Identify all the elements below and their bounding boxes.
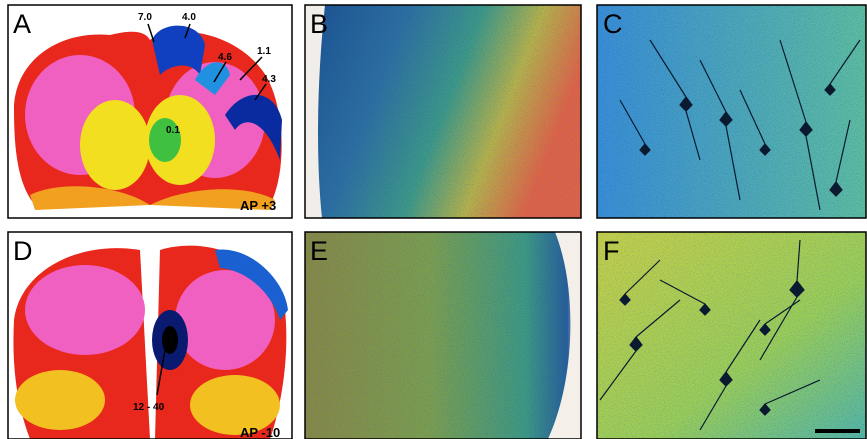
panel-frame xyxy=(304,231,582,439)
annotation: 7.0 xyxy=(138,12,152,23)
panel-frame xyxy=(596,231,867,439)
panel-letter: C xyxy=(603,9,623,39)
panel-b-image xyxy=(305,5,581,218)
panel-frame xyxy=(7,4,293,219)
annotation: 4.6 xyxy=(218,52,232,63)
annotation: 1.1 xyxy=(257,46,271,57)
panel-c-image xyxy=(597,5,866,218)
tissue-edge xyxy=(548,232,581,439)
panel-caption: AP -10 xyxy=(240,425,280,439)
annotation: 0.1 xyxy=(166,125,180,136)
panel-frame xyxy=(596,4,867,219)
panel-letter: F xyxy=(603,236,620,266)
annotation: 4.3 xyxy=(262,74,276,85)
panel-d-image xyxy=(8,232,292,439)
tissue-edge xyxy=(305,5,325,218)
panel-f-image xyxy=(597,232,866,439)
panel-e-image xyxy=(305,232,581,439)
leader-line xyxy=(254,83,267,101)
panel-letter: E xyxy=(310,236,328,266)
panel-letter: D xyxy=(13,236,33,266)
leader-line xyxy=(239,56,263,81)
leader-line xyxy=(213,61,227,83)
panel-letter: B xyxy=(310,9,328,39)
leader-line xyxy=(156,349,166,396)
leader-line xyxy=(147,23,155,43)
panel-frame xyxy=(7,231,293,439)
annotation: 12 - 40 xyxy=(133,402,165,413)
panel-caption: AP +3 xyxy=(240,198,276,213)
annotation: 4.0 xyxy=(182,12,196,23)
panel-frame xyxy=(304,4,582,219)
panel-a-image xyxy=(8,5,292,218)
leader-line xyxy=(184,23,191,39)
panel-letter: A xyxy=(13,9,31,39)
